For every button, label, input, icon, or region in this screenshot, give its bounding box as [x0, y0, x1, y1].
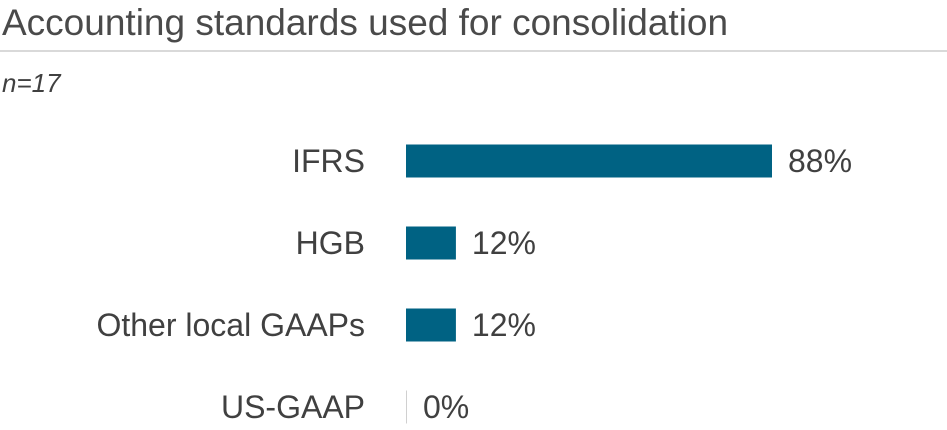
category-label: Other local GAAPs — [96, 307, 365, 343]
chart-title: Accounting standards used for consolidat… — [2, 2, 729, 43]
bar — [406, 144, 772, 178]
title-divider — [0, 50, 947, 52]
bar — [406, 390, 407, 424]
category-label: HGB — [296, 225, 365, 261]
bar — [406, 308, 456, 342]
value-label: 0% — [423, 389, 469, 425]
bar — [406, 226, 456, 260]
chart-subtitle: n=17 — [2, 68, 61, 98]
value-label: 12% — [472, 225, 536, 261]
value-label: 12% — [472, 307, 536, 343]
category-label: IFRS — [292, 143, 365, 179]
category-label: US-GAAP — [221, 389, 365, 425]
value-label: 88% — [788, 143, 852, 179]
